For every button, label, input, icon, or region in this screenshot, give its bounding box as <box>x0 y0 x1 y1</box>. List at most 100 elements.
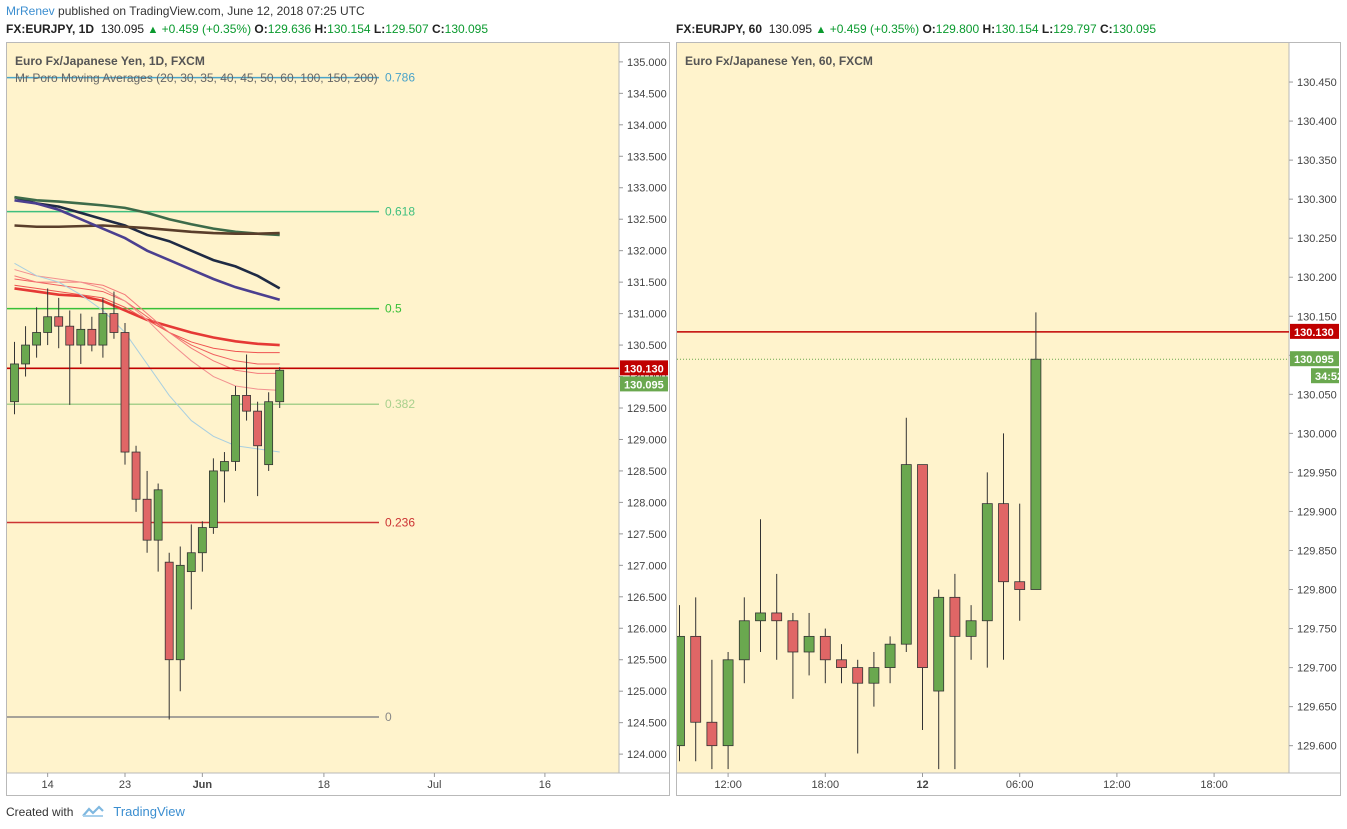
candle-down <box>998 503 1009 583</box>
y-tick-label: 130.050 <box>1297 389 1337 401</box>
candle-down <box>706 721 718 747</box>
x-tick-label: 16 <box>539 779 551 791</box>
y-tick-label: 124.500 <box>627 718 667 730</box>
candle-up <box>264 401 274 466</box>
candle-up <box>10 363 19 403</box>
candle-up <box>738 620 750 661</box>
left-open-label: O: <box>254 22 268 36</box>
y-tick-label: 127.000 <box>627 560 667 572</box>
candle-up <box>1030 358 1042 590</box>
left-change: +0.459 (+0.35%) <box>161 22 252 36</box>
right-change: +0.459 (+0.35%) <box>829 22 920 36</box>
candle-down <box>109 313 119 333</box>
chart-title: Euro Fx/Japanese Yen, 60, FXCM <box>685 54 873 68</box>
candle-up <box>868 667 880 684</box>
candle-down <box>120 332 130 453</box>
left-ohlc-legend: FX:EURJPY, 1D 130.095 ▲ +0.459 (+0.35%) … <box>6 22 488 36</box>
y-tick-label: 130.250 <box>1297 233 1337 245</box>
y-tick-label: 128.000 <box>627 497 667 509</box>
y-tick-label: 125.000 <box>627 686 667 698</box>
candle-up <box>98 313 108 346</box>
fib-level-label: 0 <box>385 710 392 724</box>
y-tick-label: 133.500 <box>627 151 667 163</box>
tradingview-link[interactable]: TradingView <box>113 804 185 819</box>
left-high-label: H: <box>314 22 328 36</box>
footer: Created with TradingView <box>6 804 185 819</box>
y-tick-label: 129.700 <box>1297 663 1337 675</box>
candle-up <box>755 612 766 622</box>
up-arrow-icon: ▲ <box>147 24 159 36</box>
y-tick-label: 127.500 <box>627 529 667 541</box>
tradingview-logo-icon <box>82 804 105 817</box>
candle-down <box>771 612 783 622</box>
last-price-tag <box>1290 323 1339 339</box>
candle-down <box>787 620 799 653</box>
left-low: 129.507 <box>385 22 429 36</box>
moving-average-line <box>14 224 280 235</box>
fib-level-label: 0.382 <box>385 397 415 411</box>
fib-level-label: 0.786 <box>385 71 415 85</box>
hourly-chart[interactable]: 129.600 129.650 129.700 129.750 129.800 129.8… <box>677 43 1340 795</box>
close-price-tag-label: 130.095 <box>1294 354 1334 366</box>
y-tick-label: 129.850 <box>1297 545 1337 557</box>
price-axis-background <box>1289 43 1340 773</box>
left-close-label: C: <box>431 22 445 36</box>
x-tick-label: Jul <box>427 779 441 791</box>
candle-up <box>43 316 53 333</box>
y-tick-label: 130.300 <box>1297 194 1337 206</box>
y-tick-label: 130.450 <box>1297 77 1337 89</box>
candle-down <box>836 659 847 668</box>
candle-up <box>803 635 815 653</box>
countdown-label: 34:52 <box>1315 371 1340 383</box>
y-tick-label: 126.000 <box>627 623 667 635</box>
y-tick-label: 135.000 <box>627 57 667 69</box>
y-tick-label: 131.500 <box>627 277 667 289</box>
chart-title: Euro Fx/Japanese Yen, 1D, FXCM <box>15 54 205 68</box>
author-link[interactable]: MrRenev <box>6 4 55 18</box>
y-tick-label: 128.500 <box>627 466 667 478</box>
y-tick-label: 124.000 <box>627 749 667 761</box>
publish-info: published on TradingView.com, June 12, 2… <box>58 4 365 18</box>
hourly-chart-panel[interactable]: 129.600 129.650 129.700 129.750 129.800 129.8… <box>676 42 1341 796</box>
daily-chart-panel[interactable]: 124.000 124.500 125.000 125.500 126.000 126.5… <box>6 42 670 796</box>
left-symbol[interactable]: FX:EURJPY, 1D <box>6 22 95 36</box>
created-with-text: Created with <box>6 804 74 819</box>
moving-average-line <box>14 278 280 365</box>
candle-down <box>164 561 174 661</box>
candle-up <box>21 344 30 365</box>
candle-up <box>677 635 685 747</box>
candle-up <box>900 464 912 645</box>
y-tick-label: 130.000 <box>1297 428 1337 440</box>
candle-down <box>949 596 961 637</box>
y-tick-label: 132.000 <box>627 246 667 258</box>
plot-background <box>677 43 1289 773</box>
daily-chart[interactable]: 124.000 124.500 125.000 125.500 126.000 126.5… <box>7 43 669 795</box>
y-tick-label: 129.500 <box>627 403 667 415</box>
candle-up <box>32 332 42 346</box>
x-tick-label: 12 <box>916 779 928 791</box>
candle-down <box>142 498 152 541</box>
candle-up <box>933 596 945 692</box>
left-close: 130.095 <box>444 22 489 36</box>
y-tick-label: 129.950 <box>1297 467 1337 479</box>
y-tick-label: 131.000 <box>627 309 667 321</box>
price-axis-background <box>619 43 669 773</box>
x-tick-label: 12:00 <box>1103 779 1131 791</box>
y-tick-label: 130.150 <box>1297 311 1337 323</box>
right-ohlc-legend: FX:EURJPY, 60 130.095 ▲ +0.459 (+0.35%) … <box>676 22 1156 36</box>
candle-up <box>208 470 218 528</box>
moving-average-line <box>14 195 281 290</box>
close-price-tag-label: 130.095 <box>624 379 664 391</box>
candle-down <box>87 328 97 346</box>
y-tick-label: 129.800 <box>1297 585 1337 597</box>
fib-level-label: 0.236 <box>385 516 415 530</box>
right-symbol[interactable]: FX:EURJPY, 60 <box>676 22 763 36</box>
moving-average-line <box>14 199 281 302</box>
candle-down <box>819 635 831 661</box>
candle-up <box>884 643 896 668</box>
close-price-tag <box>1290 351 1339 367</box>
last-price-tag-label: 130.130 <box>624 363 664 375</box>
x-tick-label: 18:00 <box>812 779 840 791</box>
y-tick-label: 132.500 <box>627 214 667 226</box>
y-tick-label: 134.000 <box>627 120 667 132</box>
